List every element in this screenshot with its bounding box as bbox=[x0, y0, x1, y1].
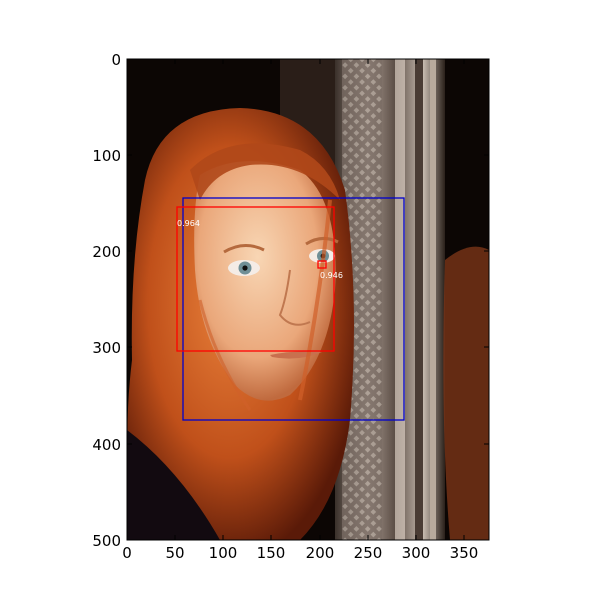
y-tick-label: 0 bbox=[111, 51, 121, 69]
x-tick-label: 300 bbox=[402, 544, 431, 562]
x-tick-label: 250 bbox=[354, 544, 383, 562]
y-axis: 0 100 200 300 400 500 bbox=[92, 51, 489, 550]
x-tick-label: 100 bbox=[209, 544, 238, 562]
face bbox=[194, 161, 336, 401]
face-bounding-box bbox=[176, 206, 335, 352]
x-tick-label: 150 bbox=[257, 544, 286, 562]
left-eye bbox=[228, 260, 260, 276]
nose bbox=[278, 269, 311, 326]
eye-bounding-box bbox=[317, 260, 327, 269]
axes-frame bbox=[126, 58, 490, 541]
photo bbox=[127, 59, 489, 540]
y-tick-label: 500 bbox=[92, 532, 121, 550]
face-detection-score: 0.964 bbox=[177, 219, 200, 228]
y-tick-label: 400 bbox=[92, 436, 121, 454]
y-tick-label: 100 bbox=[92, 147, 121, 165]
blue-bounding-box bbox=[182, 197, 405, 421]
x-tick-label: 350 bbox=[450, 544, 479, 562]
x-tick-label: 50 bbox=[165, 544, 184, 562]
x-tick-label: 200 bbox=[306, 544, 335, 562]
y-tick-label: 300 bbox=[92, 339, 121, 357]
y-tick-label: 200 bbox=[92, 243, 121, 261]
x-axis: 0 50 100 150 200 250 300 350 bbox=[122, 59, 478, 562]
x-tick-label: 0 bbox=[122, 544, 132, 562]
eye-detection-score: 0.946 bbox=[320, 271, 343, 280]
